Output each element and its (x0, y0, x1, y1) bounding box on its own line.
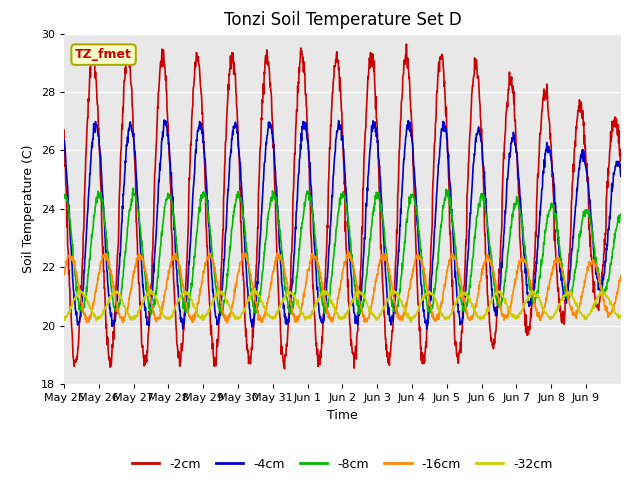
-8cm (474, 204, 482, 210)
-32cm (147, 291, 155, 297)
-2cm (556, 308, 564, 314)
-8cm (617, 212, 625, 217)
Y-axis label: Soil Temperature (C): Soil Temperature (C) (22, 144, 35, 273)
Line: -4cm: -4cm (64, 120, 621, 329)
-4cm (317, 319, 325, 324)
-8cm (611, 239, 618, 245)
-8cm (556, 248, 564, 253)
Line: -8cm: -8cm (64, 188, 621, 315)
-2cm (474, 73, 482, 79)
-32cm (328, 300, 336, 305)
Line: -32cm: -32cm (64, 288, 621, 322)
-2cm (403, 41, 410, 47)
-32cm (556, 302, 564, 308)
-2cm (281, 366, 289, 372)
-2cm (147, 283, 155, 288)
-4cm (160, 117, 168, 123)
-16cm (617, 273, 625, 278)
-32cm (317, 290, 325, 296)
-16cm (60, 272, 68, 277)
-2cm (60, 127, 68, 133)
-16cm (317, 280, 325, 286)
-4cm (328, 192, 336, 198)
-8cm (318, 296, 326, 301)
-16cm (83, 320, 90, 325)
-2cm (317, 345, 325, 351)
-32cm (251, 286, 259, 291)
Line: -2cm: -2cm (64, 44, 621, 369)
Legend: -2cm, -4cm, -8cm, -16cm, -32cm: -2cm, -4cm, -8cm, -16cm, -32cm (127, 453, 558, 476)
-2cm (611, 124, 618, 130)
Line: -16cm: -16cm (64, 252, 621, 323)
-4cm (423, 326, 431, 332)
-16cm (148, 301, 156, 307)
-32cm (407, 319, 415, 325)
Text: TZ_fmet: TZ_fmet (75, 48, 132, 61)
-8cm (219, 312, 227, 318)
-4cm (617, 174, 625, 180)
-4cm (556, 266, 564, 272)
-8cm (328, 266, 336, 272)
-32cm (611, 306, 618, 312)
-8cm (129, 185, 137, 191)
-8cm (148, 307, 156, 313)
-4cm (611, 170, 618, 176)
-4cm (60, 139, 68, 144)
-4cm (474, 126, 482, 132)
Title: Tonzi Soil Temperature Set D: Tonzi Soil Temperature Set D (223, 11, 461, 29)
-16cm (328, 315, 336, 321)
X-axis label: Time: Time (327, 408, 358, 421)
-16cm (556, 258, 564, 264)
-16cm (345, 249, 353, 255)
-2cm (617, 156, 625, 161)
-32cm (617, 312, 625, 318)
-32cm (60, 314, 68, 320)
-4cm (147, 301, 155, 307)
-8cm (60, 193, 68, 199)
-32cm (474, 314, 482, 320)
-2cm (328, 96, 336, 102)
-16cm (611, 301, 618, 307)
-16cm (474, 290, 482, 296)
